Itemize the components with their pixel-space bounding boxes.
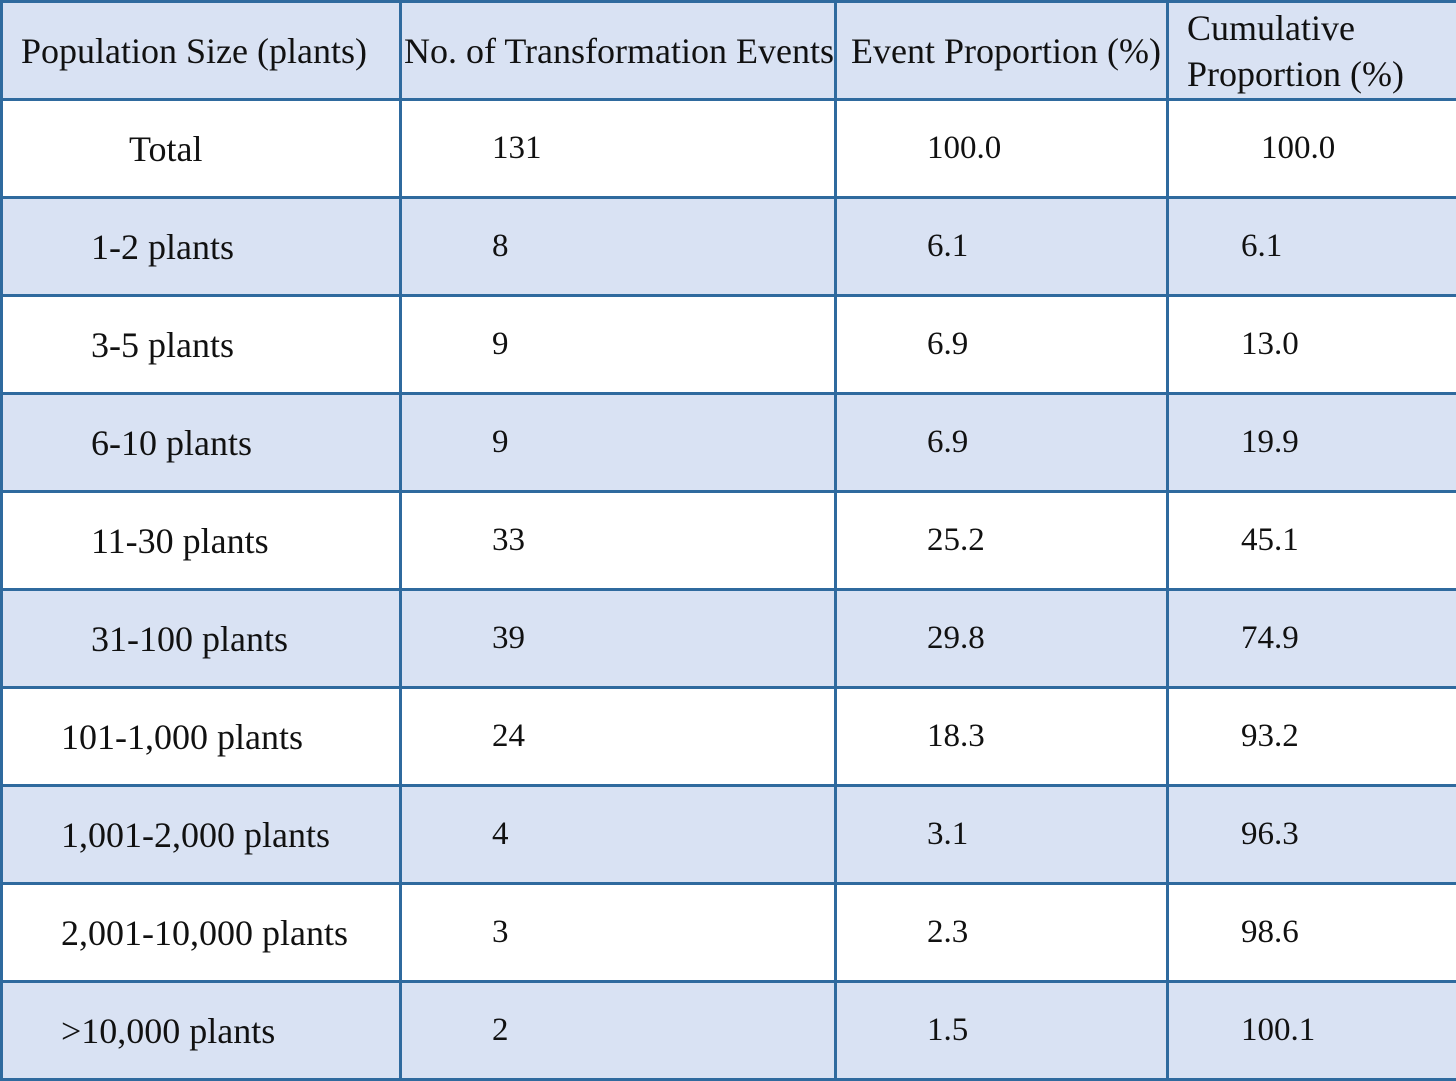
events-cell: 9: [401, 296, 836, 394]
cumulative-cell: 100.0: [1168, 100, 1456, 198]
cumulative-cell: 100.1: [1168, 982, 1456, 1080]
events-cell: 33: [401, 492, 836, 590]
population-size-cell: 1-2 plants: [2, 198, 401, 296]
proportion-cell: 2.3: [836, 884, 1168, 982]
events-cell: 8: [401, 198, 836, 296]
events-cell: 131: [401, 100, 836, 198]
table-row: 1,001-2,000 plants 4 3.1 96.3: [2, 786, 1456, 884]
header-event-proportion: Event Proportion (%): [836, 2, 1168, 100]
proportion-cell: 25.2: [836, 492, 1168, 590]
table-row: 3-5 plants 9 6.9 13.0: [2, 296, 1456, 394]
proportion-cell: 3.1: [836, 786, 1168, 884]
proportion-cell: 100.0: [836, 100, 1168, 198]
proportion-cell: 1.5: [836, 982, 1168, 1080]
proportion-cell: 6.9: [836, 394, 1168, 492]
table-row: >10,000 plants 2 1.5 100.1: [2, 982, 1456, 1080]
header-transformation-events: No. of Transformation Events: [401, 2, 836, 100]
table-row: 1-2 plants 8 6.1 6.1: [2, 198, 1456, 296]
table-row: 2,001-10,000 plants 3 2.3 98.6: [2, 884, 1456, 982]
header-row: Population Size (plants) No. of Transfor…: [2, 2, 1456, 100]
table-row: 31-100 plants 39 29.8 74.9: [2, 590, 1456, 688]
population-size-cell: 2,001-10,000 plants: [2, 884, 401, 982]
population-size-cell: 31-100 plants: [2, 590, 401, 688]
proportion-cell: 18.3: [836, 688, 1168, 786]
population-size-cell: 11-30 plants: [2, 492, 401, 590]
events-cell: 39: [401, 590, 836, 688]
header-population-size: Population Size (plants): [2, 2, 401, 100]
table-row: 6-10 plants 9 6.9 19.9: [2, 394, 1456, 492]
cumulative-cell: 93.2: [1168, 688, 1456, 786]
table-row: 11-30 plants 33 25.2 45.1: [2, 492, 1456, 590]
cumulative-cell: 98.6: [1168, 884, 1456, 982]
population-size-cell: Total: [2, 100, 401, 198]
cumulative-cell: 13.0: [1168, 296, 1456, 394]
events-cell: 9: [401, 394, 836, 492]
events-cell: 4: [401, 786, 836, 884]
header-cumulative-proportion: Cumulative Proportion (%): [1168, 2, 1456, 100]
proportion-cell: 6.1: [836, 198, 1168, 296]
events-cell: 2: [401, 982, 836, 1080]
population-size-cell: 1,001-2,000 plants: [2, 786, 401, 884]
population-size-cell: 6-10 plants: [2, 394, 401, 492]
cumulative-cell: 45.1: [1168, 492, 1456, 590]
population-size-cell: 101-1,000 plants: [2, 688, 401, 786]
proportion-cell: 29.8: [836, 590, 1168, 688]
table-row-total: Total 131 100.0 100.0: [2, 100, 1456, 198]
cumulative-cell: 19.9: [1168, 394, 1456, 492]
cumulative-cell: 74.9: [1168, 590, 1456, 688]
cumulative-cell: 96.3: [1168, 786, 1456, 884]
events-cell: 3: [401, 884, 836, 982]
cumulative-cell: 6.1: [1168, 198, 1456, 296]
population-size-cell: >10,000 plants: [2, 982, 401, 1080]
events-cell: 24: [401, 688, 836, 786]
population-size-cell: 3-5 plants: [2, 296, 401, 394]
proportion-cell: 6.9: [836, 296, 1168, 394]
table-row: 101-1,000 plants 24 18.3 93.2: [2, 688, 1456, 786]
